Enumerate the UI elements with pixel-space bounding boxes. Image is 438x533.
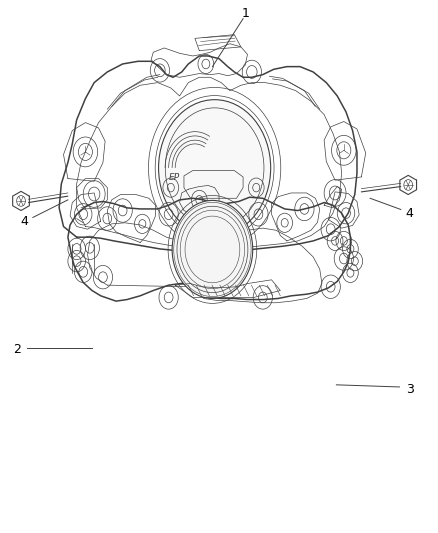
Text: 1: 1 — [241, 7, 249, 20]
Text: 4: 4 — [20, 215, 28, 228]
Circle shape — [159, 100, 271, 236]
Text: 4: 4 — [406, 207, 413, 220]
Text: 2: 2 — [13, 343, 21, 356]
Circle shape — [172, 200, 253, 298]
Text: 3: 3 — [406, 383, 413, 395]
Text: EP: EP — [169, 173, 180, 182]
